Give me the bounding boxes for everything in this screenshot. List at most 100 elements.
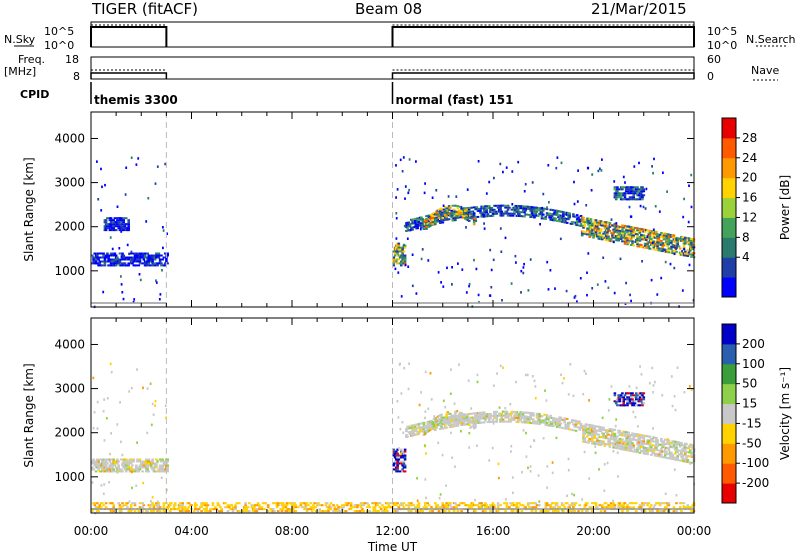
velocity-cell bbox=[588, 399, 590, 402]
power-cell bbox=[119, 258, 123, 261]
velocity-cell bbox=[92, 460, 95, 463]
velocity-cell bbox=[568, 510, 571, 513]
velocity-cell bbox=[400, 462, 403, 465]
power-cell bbox=[416, 217, 419, 220]
power-cell bbox=[411, 222, 414, 225]
velocity-cell bbox=[480, 417, 483, 420]
velocity-cell bbox=[628, 437, 632, 440]
power-cell bbox=[652, 228, 655, 231]
power-cell bbox=[455, 210, 458, 213]
power-cell bbox=[403, 246, 407, 249]
velocity-cell bbox=[325, 502, 329, 505]
velocity-cell bbox=[498, 476, 500, 480]
power-cell bbox=[673, 248, 677, 251]
velocity-cell bbox=[119, 401, 121, 404]
power-cell bbox=[472, 214, 476, 217]
velocity-cell bbox=[466, 504, 470, 507]
power-cell bbox=[465, 216, 468, 219]
power-cell bbox=[145, 220, 148, 223]
power-cell bbox=[113, 260, 117, 263]
velocity-cell bbox=[415, 427, 418, 430]
velocity-cell bbox=[135, 484, 138, 487]
velocity-cell bbox=[623, 404, 627, 407]
velocity-cell bbox=[425, 496, 427, 500]
power-cell bbox=[109, 254, 113, 257]
nsearch-label: N.Search bbox=[746, 33, 796, 46]
velocity-cell bbox=[666, 457, 669, 460]
power-cell bbox=[517, 160, 520, 164]
velocity-cell bbox=[612, 446, 615, 449]
velocity-cell bbox=[328, 504, 331, 507]
velocity-cell bbox=[613, 434, 617, 437]
velocity-cell bbox=[398, 504, 402, 507]
power-cell bbox=[562, 211, 565, 214]
velocity-cell bbox=[349, 504, 353, 507]
power-cell bbox=[623, 232, 627, 235]
velocity-cell bbox=[220, 508, 223, 511]
velocity-cell bbox=[151, 402, 154, 406]
velocity-cell bbox=[181, 506, 184, 509]
velocity-cell bbox=[593, 429, 597, 431]
power-cell bbox=[425, 227, 428, 230]
velocity-cell bbox=[526, 373, 529, 377]
power-colorbar-tick-label: 12 bbox=[742, 210, 757, 224]
power-cell bbox=[427, 214, 431, 217]
velocity-cell bbox=[635, 392, 638, 395]
velocity-cell bbox=[505, 498, 507, 501]
velocity-cell bbox=[671, 442, 674, 445]
power-cell bbox=[118, 229, 122, 232]
velocity-cell bbox=[226, 504, 230, 507]
velocity-cell bbox=[356, 506, 359, 509]
power-cell bbox=[108, 258, 112, 261]
velocity-cell bbox=[403, 450, 407, 453]
velocity-cell bbox=[423, 502, 427, 505]
velocity-cell bbox=[97, 468, 100, 471]
power-cell bbox=[476, 215, 480, 218]
power-cell bbox=[129, 256, 133, 259]
velocity-cell bbox=[658, 504, 662, 507]
power-cell bbox=[408, 225, 412, 228]
power-cell bbox=[462, 215, 466, 218]
power-cell bbox=[519, 207, 522, 210]
velocity-cell bbox=[603, 506, 607, 509]
velocity-cell bbox=[244, 504, 247, 507]
power-cell bbox=[687, 220, 690, 224]
velocity-cell bbox=[616, 400, 619, 403]
velocity-cell bbox=[667, 439, 671, 442]
velocity-cell bbox=[131, 470, 133, 474]
velocity-cell bbox=[597, 433, 600, 436]
power-cell bbox=[460, 216, 463, 218]
power-cell bbox=[481, 205, 485, 208]
velocity-cell bbox=[220, 510, 223, 513]
velocity-cell bbox=[515, 380, 517, 384]
velocity-cell bbox=[636, 451, 639, 454]
power-cell bbox=[641, 260, 643, 263]
power-cell bbox=[670, 247, 673, 250]
velocity-cell bbox=[484, 502, 487, 505]
velocity-cell bbox=[583, 506, 587, 509]
power-cell bbox=[439, 212, 442, 215]
velocity-cell bbox=[437, 510, 441, 513]
power-cell bbox=[644, 207, 647, 210]
power-cell bbox=[490, 210, 494, 213]
power-cell bbox=[598, 231, 602, 234]
velocity-cell bbox=[616, 404, 619, 407]
power-cell bbox=[614, 196, 618, 199]
power-cell bbox=[423, 191, 426, 195]
velocity-cell bbox=[436, 504, 440, 507]
power-cell bbox=[410, 226, 413, 229]
power-cell bbox=[641, 186, 644, 189]
power-cell bbox=[93, 252, 97, 255]
velocity-cell bbox=[643, 510, 647, 513]
velocity-cell bbox=[642, 504, 646, 507]
power-cell bbox=[122, 227, 125, 230]
power-cell bbox=[667, 247, 671, 250]
velocity-cell bbox=[681, 456, 684, 459]
velocity-cell bbox=[146, 466, 149, 469]
power-cell bbox=[579, 224, 583, 227]
power-cell bbox=[631, 242, 634, 245]
velocity-cell bbox=[500, 412, 504, 415]
power-cell bbox=[563, 219, 566, 222]
velocity-cell bbox=[497, 462, 500, 466]
